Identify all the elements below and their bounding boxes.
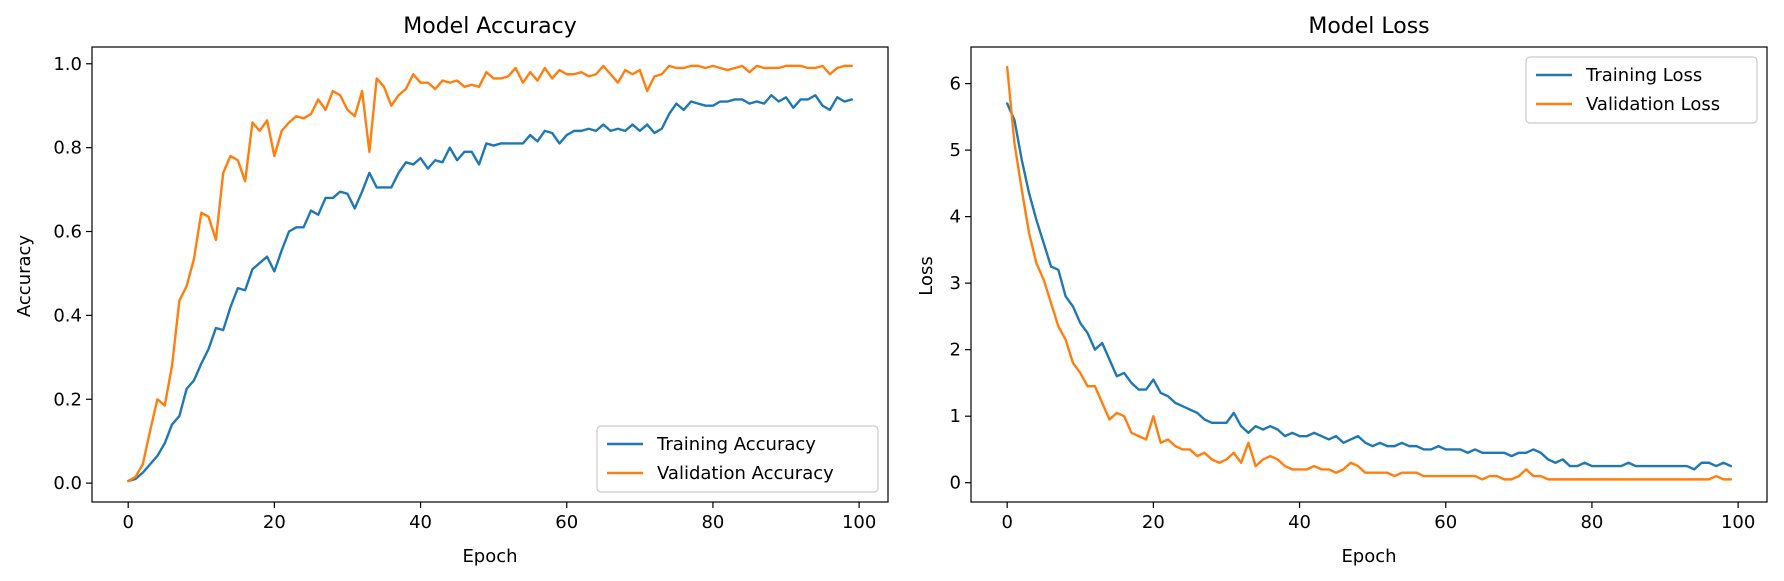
accuracy-plot-area: 0 20 40 60 80 100 0.0 0.2 0.4 0.6 0.8 1.0 Training A… — [53, 46, 889, 533]
y-tick-label: 3 — [950, 273, 961, 294]
legend-box — [1525, 56, 1758, 124]
series-line-validation — [1005, 65, 1733, 481]
legend-box — [596, 425, 879, 493]
chart-title: Model Loss — [1308, 14, 1429, 39]
x-tick-label: 100 — [1721, 512, 1755, 533]
legend-label: Training Loss — [1585, 65, 1702, 86]
axes-frame — [970, 46, 1768, 503]
y-tick-label: 1 — [950, 406, 961, 427]
series-line-training — [1005, 102, 1733, 471]
x-tick-label: 0 — [1001, 512, 1012, 533]
x-tick-label: 80 — [701, 512, 724, 533]
y-tick-label: 6 — [950, 74, 961, 95]
legend-label: Validation Loss — [1586, 94, 1720, 115]
y-tick-label: 1.0 — [53, 54, 82, 75]
legend-label: Validation Accuracy — [657, 463, 834, 484]
legend: Training Accuracy Validation Accuracy — [596, 425, 879, 493]
x-tick-label: 40 — [1288, 512, 1311, 533]
y-tick-label: 5 — [950, 140, 961, 161]
y-tick-label: 4 — [950, 207, 961, 228]
accuracy-chart: Model Accuracy 0 20 40 60 80 1000.00.20.40.60… — [14, 14, 889, 567]
x-tick-label: 0 — [122, 512, 133, 533]
x-tick-label: 60 — [555, 512, 578, 533]
series-line-training — [126, 94, 854, 483]
y-tick-label: 0.8 — [53, 138, 82, 159]
legend: Training Loss Validation Loss — [1525, 56, 1758, 124]
legend-label: Training Accuracy — [656, 434, 816, 455]
series-line-validation — [126, 64, 854, 483]
loss-chart: Model Loss 0 20 40 60 80 100 0 1 2 3 4 5 6 Training L… — [916, 14, 1768, 567]
x-tick-label: 20 — [1142, 512, 1165, 533]
y-tick-label: 0 — [950, 473, 961, 494]
x-tick-label: 100 — [842, 512, 876, 533]
x-tick-label: 40 — [409, 512, 432, 533]
x-axis-label: Epoch — [1341, 546, 1396, 567]
y-axis-label: Accuracy — [14, 235, 35, 318]
x-tick-label: 80 — [1580, 512, 1603, 533]
x-tick-label: 60 — [1434, 512, 1457, 533]
y-tick-label: 2 — [950, 340, 961, 361]
y-axis-label: Loss — [916, 256, 937, 295]
x-tick-label: 20 — [263, 512, 286, 533]
y-tick-label: 0.2 — [53, 389, 82, 410]
y-tick-label: 0.0 — [53, 473, 82, 494]
x-axis-label: Epoch — [462, 546, 517, 567]
axes-frame — [91, 46, 889, 503]
y-tick-label: 0.4 — [53, 305, 82, 326]
chart-title: Model Accuracy — [403, 14, 577, 39]
loss-plot-area: 0 20 40 60 80 100 0 1 2 3 4 5 6 Training Loss Validati… — [950, 46, 1768, 533]
y-tick-label: 0.6 — [53, 222, 82, 243]
